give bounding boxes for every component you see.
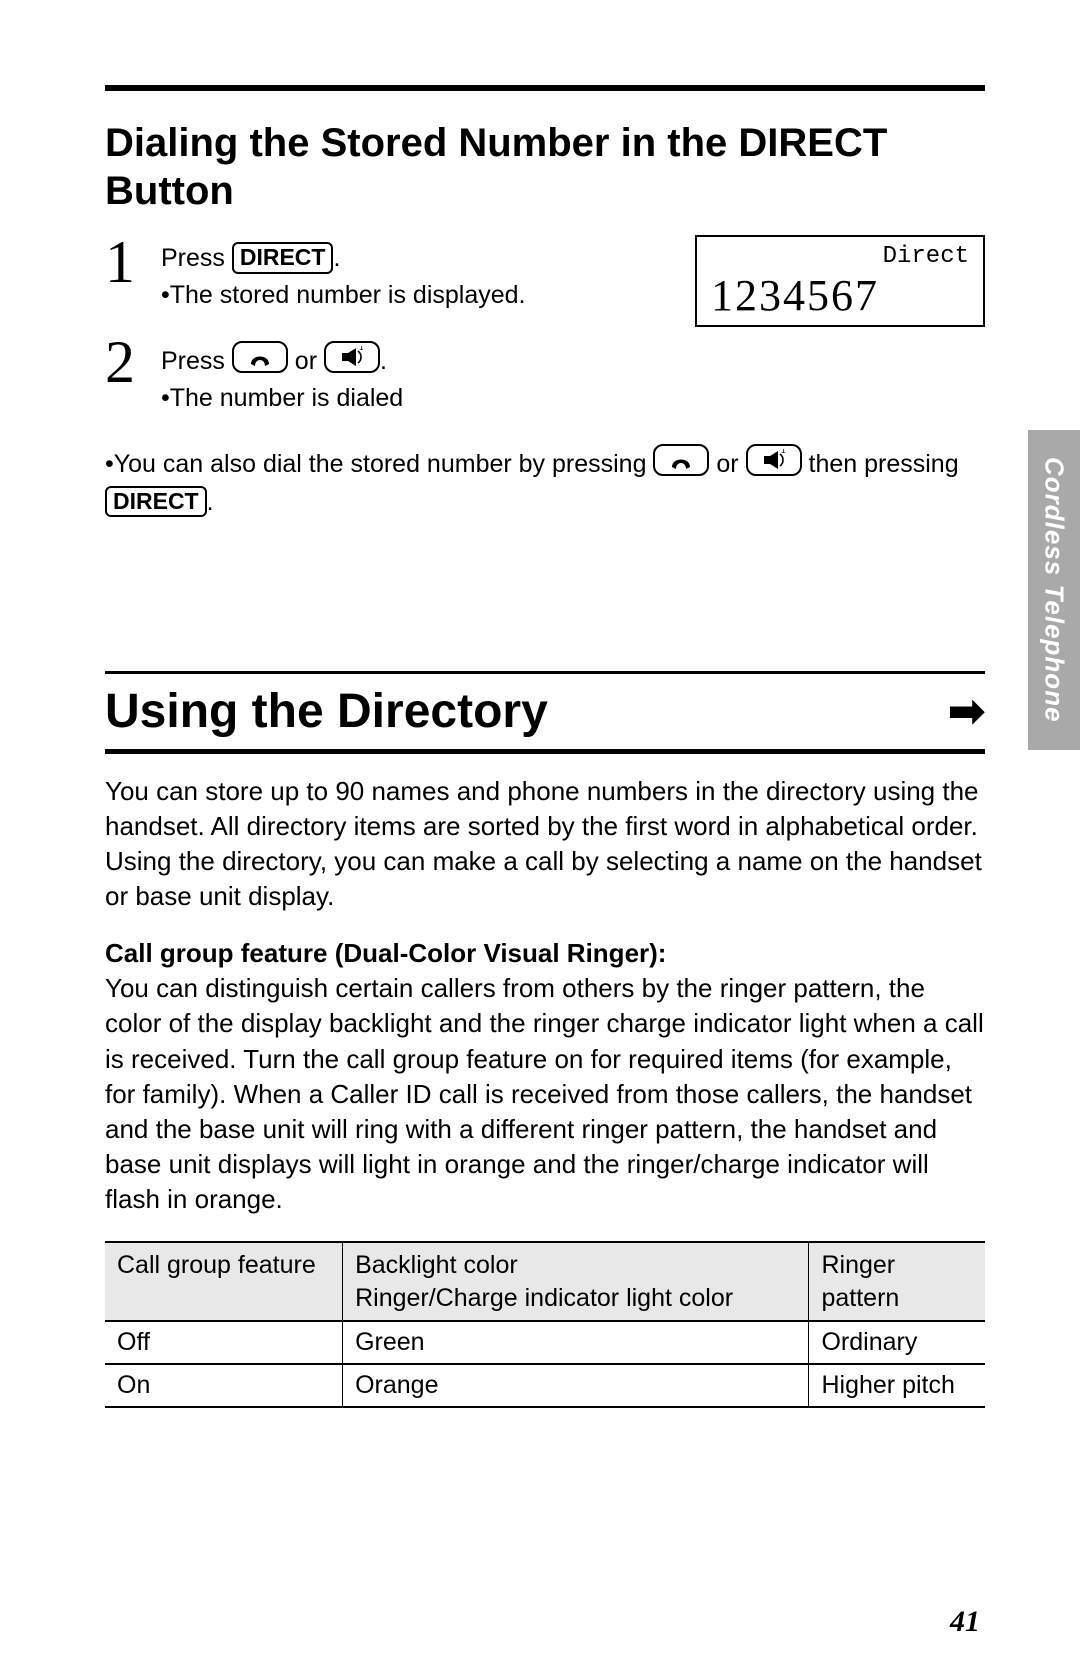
cell-on-color: Orange bbox=[343, 1364, 809, 1407]
th-backlight-l2: Ringer/Charge indicator light color bbox=[355, 1284, 733, 1312]
lcd-display: Direct 1234567 bbox=[695, 235, 985, 327]
page-content: Dialing the Stored Number in the DIRECT … bbox=[105, 85, 985, 1408]
note: •You can also dial the stored number by … bbox=[105, 444, 985, 521]
note-dot: . bbox=[207, 488, 214, 516]
th-backlight: Backlight color Ringer/Charge indicator … bbox=[343, 1242, 809, 1321]
chapter-top-rule bbox=[105, 671, 985, 674]
top-rule bbox=[105, 85, 985, 91]
step-2-or: or bbox=[288, 347, 324, 375]
step-1-dot: . bbox=[333, 244, 340, 272]
side-tab-label: Cordless Telephone bbox=[1039, 457, 1070, 723]
note-mid: then pressing bbox=[802, 450, 959, 478]
lcd-label: Direct bbox=[711, 243, 969, 270]
section1-title: Dialing the Stored Number in the DIRECT … bbox=[105, 119, 985, 215]
step-1-number: 1 bbox=[105, 235, 145, 289]
cell-off-ringer: Ordinary bbox=[809, 1321, 985, 1364]
note-pre: •You can also dial the stored number by … bbox=[105, 450, 653, 478]
th-ringer: Ringer pattern bbox=[809, 1242, 985, 1321]
th-backlight-l1: Backlight color bbox=[355, 1251, 518, 1279]
lcd-value: 1234567 bbox=[711, 270, 969, 321]
direct-key-label: DIRECT bbox=[232, 242, 334, 274]
table-header-row: Call group feature Backlight color Ringe… bbox=[105, 1242, 985, 1321]
cell-on-feature: On bbox=[105, 1364, 343, 1407]
subheading: Call group feature (Dual-Color Visual Ri… bbox=[105, 938, 985, 969]
feature-paragraph: You can distinguish certain callers from… bbox=[105, 971, 985, 1217]
cell-on-ringer: Higher pitch bbox=[809, 1364, 985, 1407]
table-row: On Orange Higher pitch bbox=[105, 1364, 985, 1407]
step-2-dot: . bbox=[380, 347, 387, 375]
step-2-number: 2 bbox=[105, 335, 145, 389]
step-2-press: Press bbox=[161, 347, 232, 375]
chapter-header: Using the Directory ➡ bbox=[105, 684, 985, 739]
step-2: 2 Press or . •The number is dialed bbox=[105, 335, 985, 416]
step-2-bullet: •The number is dialed bbox=[161, 381, 985, 416]
th-ringer-l1: Ringer bbox=[821, 1251, 895, 1279]
section2-title: Using the Directory bbox=[105, 684, 548, 739]
direct-key-label: DIRECT bbox=[105, 486, 207, 518]
note-or: or bbox=[709, 450, 745, 478]
page-number: 41 bbox=[950, 1605, 980, 1639]
intro-paragraph: You can store up to 90 names and phone n… bbox=[105, 774, 985, 914]
cell-off-feature: Off bbox=[105, 1321, 343, 1364]
chapter-bottom-rule bbox=[105, 749, 985, 754]
step-area: Direct 1234567 1 Press DIRECT. •The stor… bbox=[105, 235, 985, 416]
table-row: Off Green Ordinary bbox=[105, 1321, 985, 1364]
side-tab: Cordless Telephone bbox=[1028, 430, 1080, 750]
ringer-table: Call group feature Backlight color Ringe… bbox=[105, 1241, 985, 1408]
th-call-group: Call group feature bbox=[105, 1242, 343, 1321]
talk-key-icon bbox=[653, 444, 709, 476]
cell-off-color: Green bbox=[343, 1321, 809, 1364]
th-ringer-l2: pattern bbox=[821, 1284, 899, 1312]
continue-arrow-icon: ➡ bbox=[948, 686, 985, 737]
speaker-key-icon bbox=[746, 444, 802, 476]
speaker-key-icon bbox=[324, 341, 380, 373]
step-1-press: Press bbox=[161, 244, 232, 272]
talk-key-icon bbox=[232, 341, 288, 373]
step-2-body: Press or . •The number is dialed bbox=[161, 335, 985, 416]
